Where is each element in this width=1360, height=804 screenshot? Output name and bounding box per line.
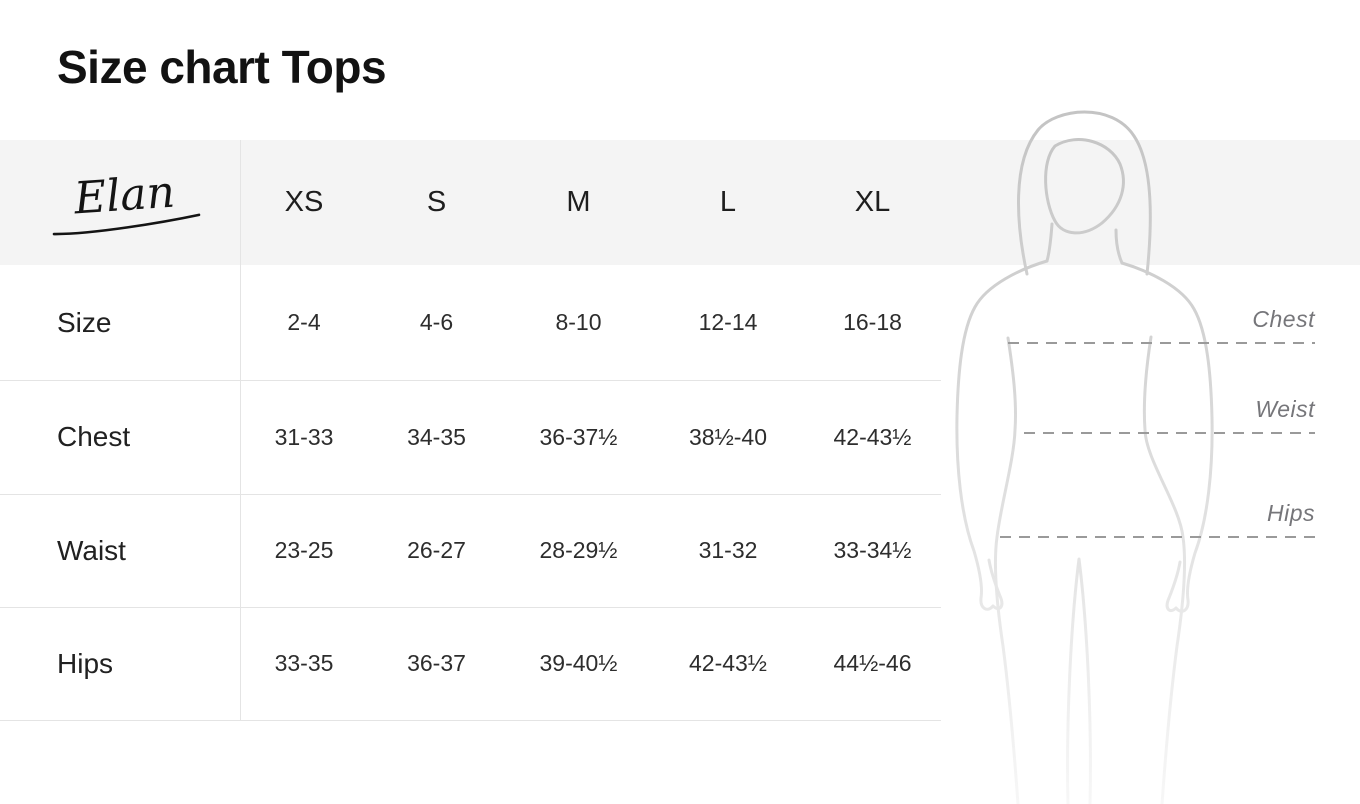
table-cell-hips-xs: 33-35 bbox=[274, 650, 334, 676]
figure-torso-right bbox=[1142, 335, 1187, 804]
table-cell-hips-xl: 44½-46 bbox=[833, 650, 912, 676]
measure-label-chest: Chest bbox=[1252, 306, 1315, 332]
header-cell-xs: XS bbox=[284, 186, 324, 218]
figure-neck-left bbox=[1045, 222, 1054, 263]
table-cell-size-xl: 16-18 bbox=[843, 309, 902, 335]
measure-dashed-line-hips bbox=[1000, 535, 1315, 538]
header-cell-m: M bbox=[566, 186, 591, 218]
table-cell-waist-l: 31-32 bbox=[698, 537, 758, 563]
measure-label-waist: Weist bbox=[1255, 396, 1315, 422]
table-cell-waist-xs: 23-25 bbox=[274, 537, 334, 563]
table-cell-size-xs: 2-4 bbox=[287, 309, 321, 335]
header-cell-l: L bbox=[719, 186, 737, 218]
header-cell-xl: XL bbox=[854, 186, 891, 218]
figure-arm-left bbox=[955, 259, 1049, 611]
row-label-hips: Hips bbox=[57, 647, 114, 679]
brand-logo-text: Elan bbox=[72, 166, 177, 224]
table-header-band bbox=[0, 140, 1360, 265]
table-cell-chest-xs: 31-33 bbox=[274, 423, 334, 450]
page-title: Size chart Tops bbox=[57, 41, 387, 93]
measure-guide-chest: Chest bbox=[1008, 306, 1315, 344]
table-cell-chest-xl: 42-43½ bbox=[833, 423, 912, 450]
brand-logo: Elan bbox=[0, 140, 240, 265]
size-chart-table: Elan XS S M L XL Size 2-4 4-6 8-10 12-14… bbox=[0, 140, 941, 720]
row-divider bbox=[0, 494, 941, 495]
table-cell-chest-s: 34-35 bbox=[407, 423, 466, 450]
table-cell-chest-l: 38½-40 bbox=[688, 423, 767, 450]
table-bottom-border bbox=[0, 720, 941, 721]
table-cell-waist-xl: 33-34½ bbox=[833, 537, 912, 563]
table-cell-hips-m: 39-40½ bbox=[539, 650, 618, 676]
measure-guide-hips: Hips bbox=[1000, 500, 1315, 538]
table-cell-waist-s: 26-27 bbox=[407, 537, 466, 563]
measure-dashed-line-chest bbox=[1008, 341, 1315, 344]
measure-dashed-line-waist bbox=[1024, 431, 1315, 434]
table-cell-hips-s: 36-37 bbox=[407, 650, 466, 676]
measure-guide-waist: Weist bbox=[1024, 396, 1315, 434]
row-divider bbox=[0, 607, 941, 608]
measure-label-hips: Hips bbox=[1266, 500, 1315, 526]
row-label-waist: Waist bbox=[57, 534, 126, 566]
figure-hair bbox=[1017, 110, 1152, 276]
row-label-chest: Chest bbox=[57, 421, 131, 452]
logo-underline-flourish bbox=[52, 213, 201, 235]
body-silhouette-illustration bbox=[955, 110, 1214, 804]
figure-arm-right bbox=[1120, 261, 1214, 613]
table-cell-waist-m: 28-29½ bbox=[539, 537, 618, 563]
table-cell-size-l: 12-14 bbox=[698, 309, 758, 335]
header-cell-s: S bbox=[426, 186, 447, 218]
figure-neck-right bbox=[1114, 228, 1124, 265]
column-divider bbox=[240, 140, 241, 720]
table-cell-size-m: 8-10 bbox=[555, 309, 602, 335]
table-cell-hips-l: 42-43½ bbox=[688, 650, 767, 676]
row-divider bbox=[0, 380, 941, 381]
table-cell-chest-m: 36-37½ bbox=[539, 423, 618, 450]
figure-face bbox=[1044, 138, 1125, 235]
table-cell-size-s: 4-6 bbox=[419, 309, 454, 335]
row-label-size: Size bbox=[57, 306, 112, 338]
figure-inner-legs bbox=[1066, 557, 1092, 804]
figure-torso-left bbox=[993, 336, 1020, 804]
